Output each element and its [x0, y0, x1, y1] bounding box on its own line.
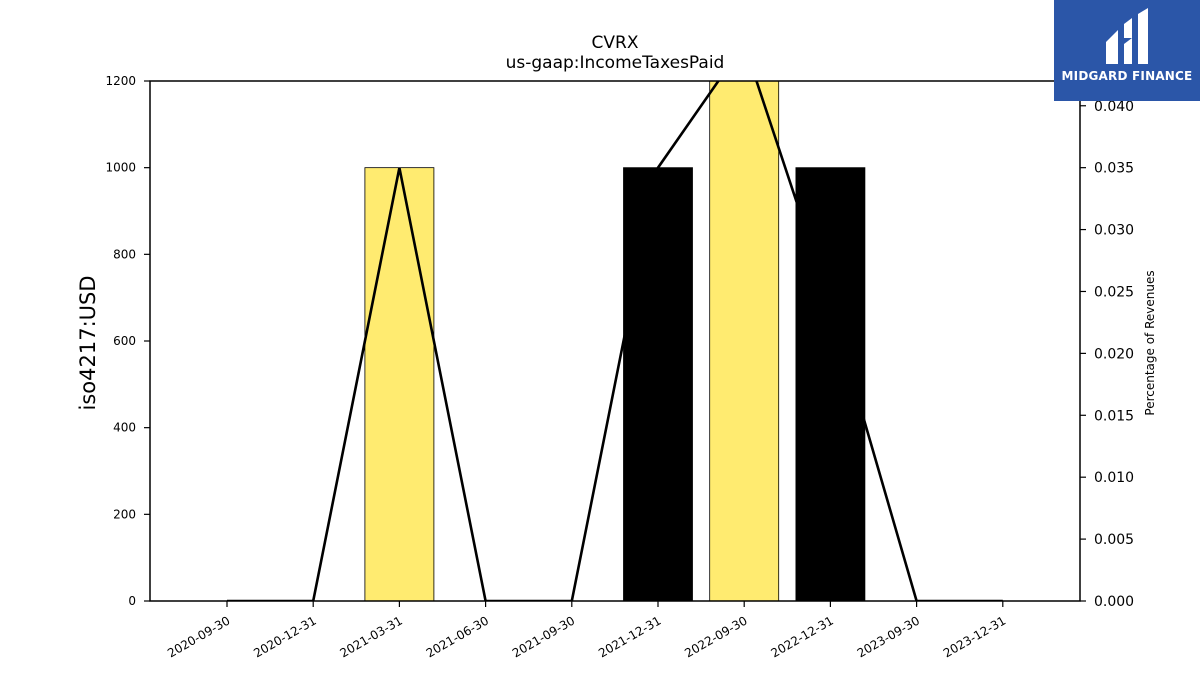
bar-2021-03-31: [364, 167, 435, 601]
y2-axis-ticks: 0.000 0.005 0.010 0.015 0.020 0.025 0.030 0.035…: [1080, 99, 1134, 610]
y2-tick-label: 0.035: [1094, 161, 1134, 177]
x-tick-label: 2020-09-30: [165, 613, 232, 660]
y2-tick-label: 0.005: [1094, 532, 1134, 548]
bar-2021-12-31: [623, 167, 693, 601]
y2-axis-label: Percentage of Revenues: [1143, 270, 1157, 415]
logo-text: MIDGARD FINANCE: [1061, 69, 1193, 83]
y-tick-label: 400: [113, 421, 136, 435]
series-line: [227, 81, 1003, 601]
y2-tick-label: 0.020: [1094, 346, 1134, 362]
y2-tick-label: 0.030: [1094, 223, 1134, 239]
y2-tick-label: 0.015: [1094, 408, 1134, 424]
y-tick-label: 600: [113, 334, 136, 348]
x-tick-label: 2021-09-30: [510, 613, 577, 660]
y-tick-label: 1000: [105, 161, 136, 175]
x-tick-label: 2021-12-31: [596, 613, 663, 660]
y-tick-label: 1200: [105, 74, 136, 88]
y-tick-label: 0: [128, 594, 136, 608]
bars-group: [364, 81, 866, 601]
y-axis-ticks: 0 200 400 600 800 1000 1200: [105, 74, 150, 608]
brand-logo: MIDGARD FINANCE: [1054, 0, 1200, 101]
x-tick-label: 2021-06-30: [424, 613, 491, 660]
line-group: [227, 81, 1003, 601]
x-tick-label: 2023-09-30: [855, 613, 922, 660]
logo-mark-icon: [1106, 8, 1148, 64]
x-axis-ticks: 2020-09-30 2020-12-31 2021-03-31 2021-06-30…: [165, 601, 1008, 660]
x-tick-label: 2022-12-31: [768, 613, 835, 660]
y2-tick-label: 0.025: [1094, 284, 1134, 300]
chart-subtitle: us-gaap:IncomeTaxesPaid: [506, 53, 725, 73]
y-axis-label: iso4217:USD: [76, 275, 100, 410]
chart-title: CVRX: [592, 33, 639, 53]
bar-2022-09-30: [709, 81, 780, 601]
x-tick-label: 2022-09-30: [682, 613, 749, 660]
y2-tick-label: 0.040: [1094, 99, 1134, 115]
x-tick-label: 2021-03-31: [337, 613, 404, 660]
y-tick-label: 800: [113, 247, 136, 261]
y2-tick-label: 0.010: [1094, 470, 1134, 486]
y2-tick-label: 0.000: [1094, 594, 1134, 610]
x-tick-label: 2020-12-31: [251, 613, 318, 660]
x-tick-label: 2023-12-31: [941, 613, 1008, 660]
plot-frame: [149, 80, 1081, 602]
y-tick-label: 200: [113, 507, 136, 521]
